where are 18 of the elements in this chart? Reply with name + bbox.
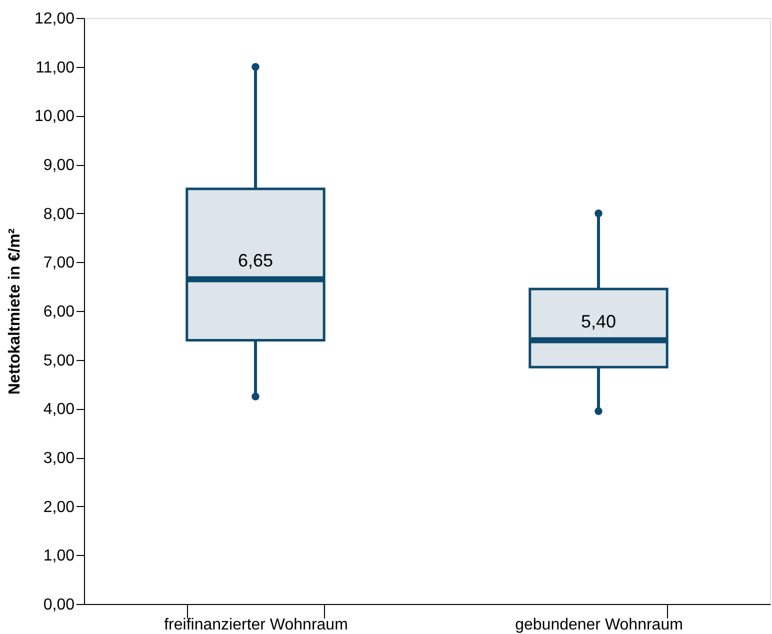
y-tick-label: 1,00 — [43, 548, 75, 565]
y-tick-label: 10,00 — [34, 108, 75, 126]
y-tick-label: 8,00 — [43, 206, 75, 223]
y-tick-label: 12,00 — [34, 10, 75, 28]
y-tick-label: 11,00 — [36, 59, 75, 76]
y-axis-title: Nettokaltmiete in €/m² — [6, 228, 24, 395]
annotation: 5,40 — [580, 311, 616, 332]
x-tick-label: gebundener Wohnraum — [515, 616, 683, 634]
annotation: 6,65 — [238, 250, 274, 270]
y-tick-label: 0,00 — [43, 596, 75, 614]
y-tick-label: 4,00 — [43, 401, 75, 418]
y-tick-label: 3,00 — [43, 450, 75, 467]
y-tick-label: 7,00 — [43, 254, 75, 272]
y-tick-label: 2,00 — [43, 498, 75, 516]
y-tick-label: 9,00 — [43, 157, 75, 174]
y-tick-label: 5,00 — [43, 352, 75, 370]
y-tick-label: 6,00 — [43, 304, 75, 320]
x-tick-label: freifinanzierter Wohnraum — [164, 616, 348, 634]
